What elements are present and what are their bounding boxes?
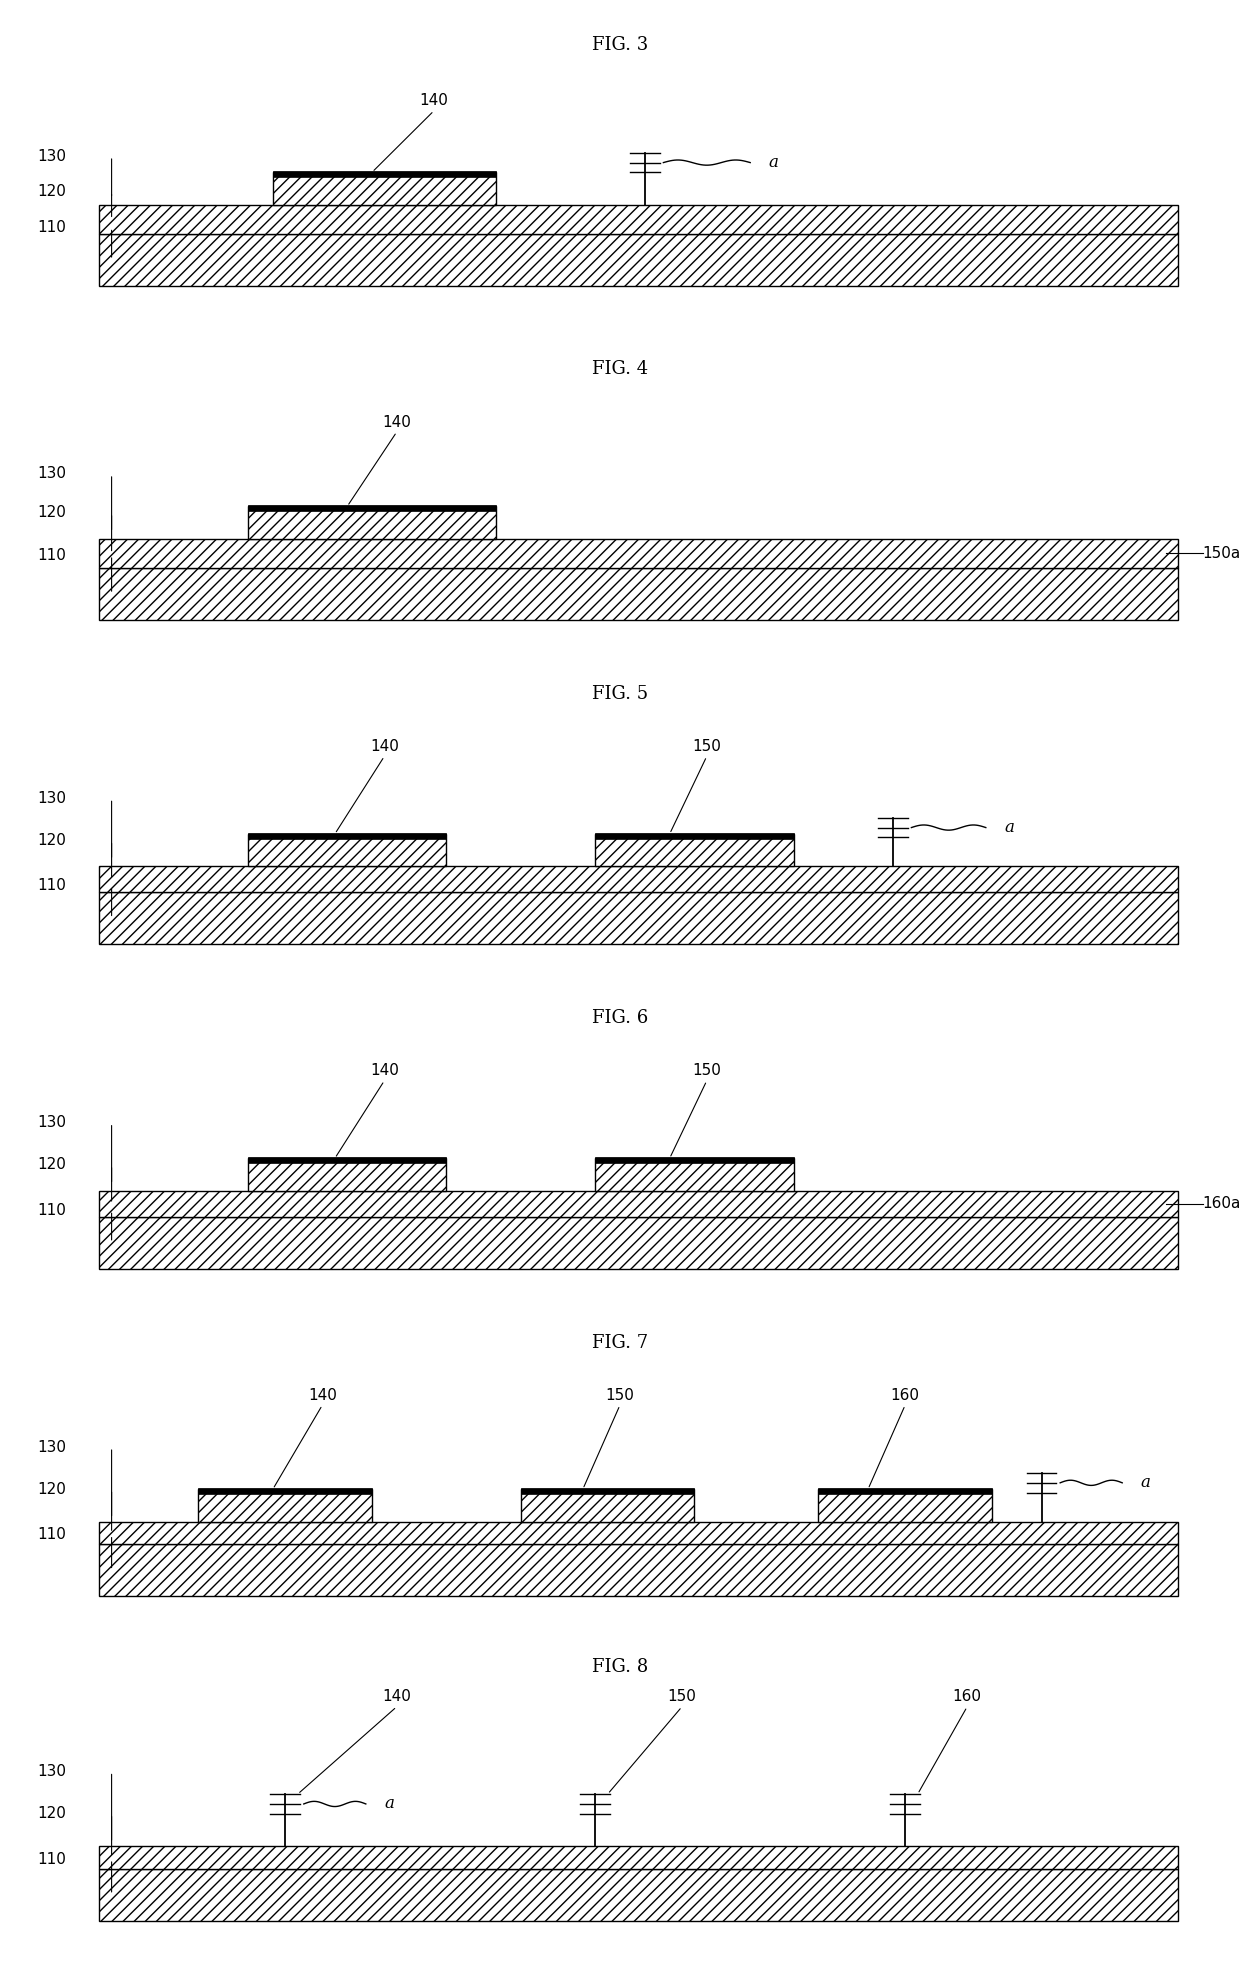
Bar [99, 1869, 1178, 1920]
Bar [521, 1488, 694, 1493]
Text: 120: 120 [37, 185, 66, 199]
Bar [99, 892, 1178, 945]
Text: 130: 130 [37, 1764, 66, 1779]
Text: 140: 140 [308, 1388, 337, 1402]
Text: a: a [384, 1795, 394, 1813]
Text: FIG. 4: FIG. 4 [591, 361, 649, 379]
Bar [248, 506, 496, 510]
Text: 120: 120 [37, 1158, 66, 1172]
Text: 120: 120 [37, 1805, 66, 1821]
Text: 130: 130 [37, 790, 66, 806]
Text: FIG. 7: FIG. 7 [591, 1335, 649, 1352]
Text: 110: 110 [37, 1204, 66, 1217]
Bar [521, 1490, 694, 1521]
Text: 150: 150 [692, 739, 722, 755]
Text: 140: 140 [382, 415, 412, 429]
Bar [595, 1158, 794, 1164]
Bar [99, 1217, 1178, 1269]
Text: 150: 150 [605, 1388, 635, 1402]
Text: 120: 120 [37, 832, 66, 848]
Bar [99, 1545, 1178, 1597]
Bar [595, 834, 794, 866]
Bar [99, 234, 1178, 286]
Bar [818, 1490, 992, 1521]
Bar [595, 832, 794, 838]
Text: 160: 160 [952, 1690, 982, 1704]
Text: 140: 140 [370, 739, 399, 755]
Text: FIG. 3: FIG. 3 [591, 36, 649, 54]
Bar [99, 1521, 1178, 1545]
Bar [99, 1192, 1178, 1217]
Text: 130: 130 [37, 467, 66, 481]
Text: 110: 110 [37, 220, 66, 234]
Bar [99, 205, 1178, 234]
Text: FIG. 5: FIG. 5 [591, 685, 649, 703]
Text: 140: 140 [370, 1063, 399, 1078]
Bar [273, 173, 496, 205]
Bar [818, 1488, 992, 1493]
Text: 150: 150 [692, 1063, 722, 1078]
Bar [99, 538, 1178, 568]
Text: 150a: 150a [1203, 546, 1240, 560]
Bar [248, 506, 496, 538]
Text: a: a [769, 155, 779, 171]
Text: 150: 150 [667, 1690, 697, 1704]
Text: 110: 110 [37, 1527, 66, 1543]
Text: FIG. 8: FIG. 8 [591, 1658, 649, 1676]
Bar [248, 834, 446, 866]
Text: 140: 140 [382, 1690, 412, 1704]
Bar [248, 1158, 446, 1192]
Bar [595, 1158, 794, 1192]
Text: 130: 130 [37, 1440, 66, 1454]
Text: 130: 130 [37, 1116, 66, 1130]
Text: 160a: 160a [1203, 1196, 1240, 1211]
Bar [198, 1488, 372, 1493]
Bar [248, 832, 446, 838]
Bar [248, 1158, 446, 1164]
Bar [273, 171, 496, 177]
Text: 110: 110 [37, 1851, 66, 1867]
Text: 130: 130 [37, 149, 66, 163]
Text: 160: 160 [890, 1388, 920, 1402]
Bar [99, 866, 1178, 892]
Text: a: a [1004, 818, 1014, 836]
Bar [198, 1490, 372, 1521]
Bar [99, 568, 1178, 620]
Text: 120: 120 [37, 1482, 66, 1497]
Text: 120: 120 [37, 504, 66, 520]
Text: 110: 110 [37, 878, 66, 894]
Text: a: a [1141, 1474, 1151, 1491]
Text: FIG. 6: FIG. 6 [591, 1009, 649, 1027]
Bar [99, 1847, 1178, 1869]
Text: 110: 110 [37, 548, 66, 562]
Text: 140: 140 [419, 93, 449, 109]
